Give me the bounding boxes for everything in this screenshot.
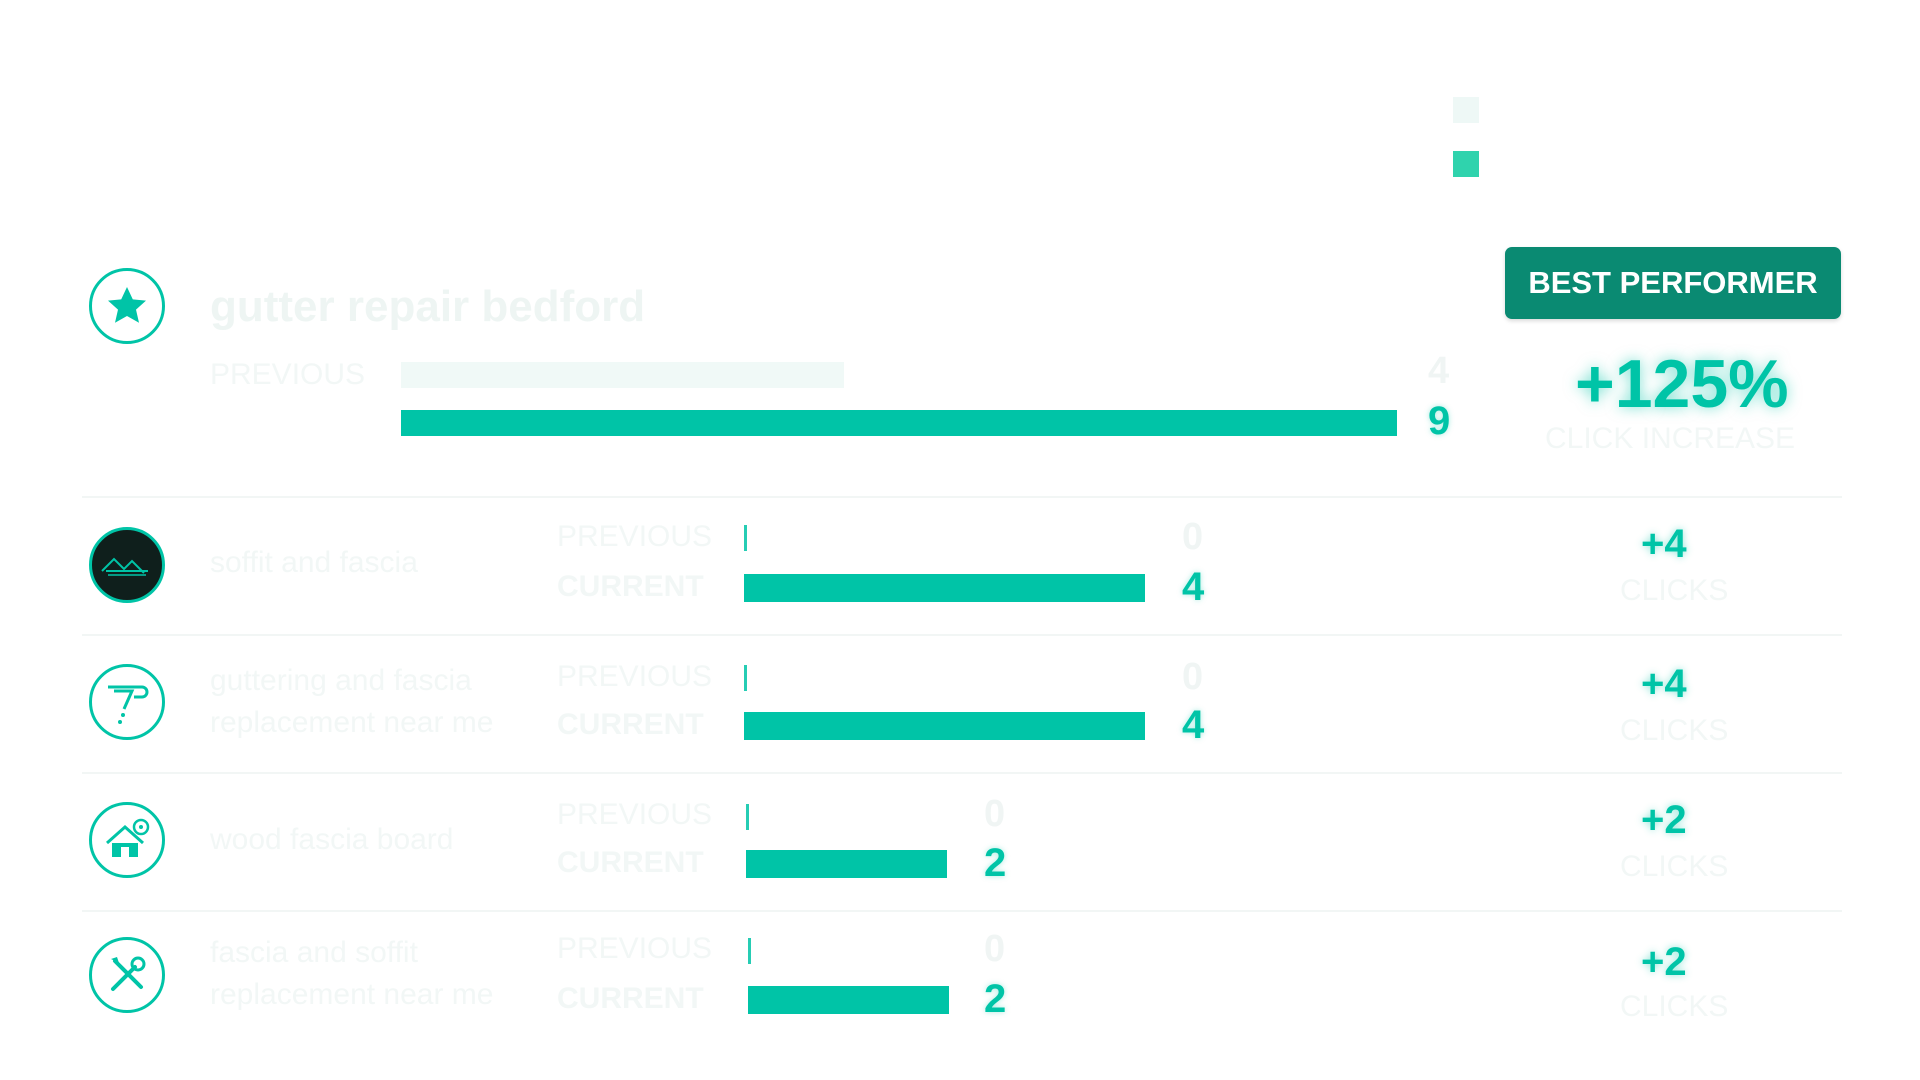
click-increase-label: CLICK INCREASE <box>1545 422 1796 455</box>
clicks-unit: CLICKS <box>1620 850 1729 883</box>
previous-value: 0 <box>984 928 1006 970</box>
clicks-unit: CLICKS <box>1620 574 1729 607</box>
previous-label: PREVIOUS <box>557 660 713 693</box>
keyword-label: soffit and fascia <box>210 546 418 579</box>
featured-current-bar <box>401 410 1397 436</box>
current-label: CURRENT <box>557 982 704 1015</box>
current-bar <box>746 850 947 878</box>
keyword-label-line2: replacement near me <box>210 978 494 1011</box>
previous-label: PREVIOUS <box>557 932 713 965</box>
previous-value: 0 <box>984 793 1006 835</box>
keyword-label: fascia and soffit <box>210 936 418 969</box>
featured-previous-label: PREVIOUS <box>210 358 366 391</box>
current-value: 4 <box>1182 565 1205 609</box>
previous-zero-tick <box>744 665 747 691</box>
featured-keyword: gutter repair bedford <box>210 282 646 331</box>
click-delta: +4 <box>1641 522 1687 566</box>
tools-icon <box>89 937 165 1013</box>
roof-icon <box>89 527 165 603</box>
featured-previous-value: 4 <box>1428 350 1450 392</box>
previous-value: 0 <box>1182 656 1204 698</box>
row-divider <box>82 496 1842 498</box>
featured-previous-bar <box>401 362 844 388</box>
previous-zero-tick <box>748 938 751 964</box>
featured-current-value: 9 <box>1428 399 1451 443</box>
previous-label: PREVIOUS <box>557 798 713 831</box>
clicks-unit: CLICKS <box>1620 714 1729 747</box>
row-divider <box>82 772 1842 774</box>
click-increase-percent: +125% <box>1575 346 1789 422</box>
clicks-unit: CLICKS <box>1620 990 1729 1023</box>
house-gear-icon <box>89 802 165 878</box>
keyword-label-line2: replacement near me <box>210 706 494 739</box>
star-icon <box>89 268 165 344</box>
previous-value: 0 <box>1182 516 1204 558</box>
current-label: CURRENT <box>557 708 704 741</box>
click-delta: +2 <box>1641 798 1687 842</box>
best-performer-badge: BEST PERFORMER <box>1505 247 1841 319</box>
previous-zero-tick <box>746 804 749 830</box>
keyword-label: wood fascia board <box>210 823 454 856</box>
row-divider <box>82 634 1842 636</box>
legend-current-swatch <box>1453 151 1479 177</box>
current-bar <box>744 574 1145 602</box>
keyword-label: guttering and fascia <box>210 664 472 697</box>
current-value: 4 <box>1182 703 1205 747</box>
previous-zero-tick <box>744 525 747 551</box>
current-bar <box>748 986 949 1014</box>
gutter-icon <box>89 664 165 740</box>
legend-previous-swatch <box>1453 97 1479 123</box>
row-divider <box>82 910 1842 912</box>
current-label: CURRENT <box>557 846 704 879</box>
click-delta: +2 <box>1641 940 1687 984</box>
click-delta: +4 <box>1641 662 1687 706</box>
current-value: 2 <box>984 841 1007 885</box>
previous-label: PREVIOUS <box>557 520 713 553</box>
current-bar <box>744 712 1145 740</box>
current-label: CURRENT <box>557 570 704 603</box>
current-value: 2 <box>984 977 1007 1021</box>
